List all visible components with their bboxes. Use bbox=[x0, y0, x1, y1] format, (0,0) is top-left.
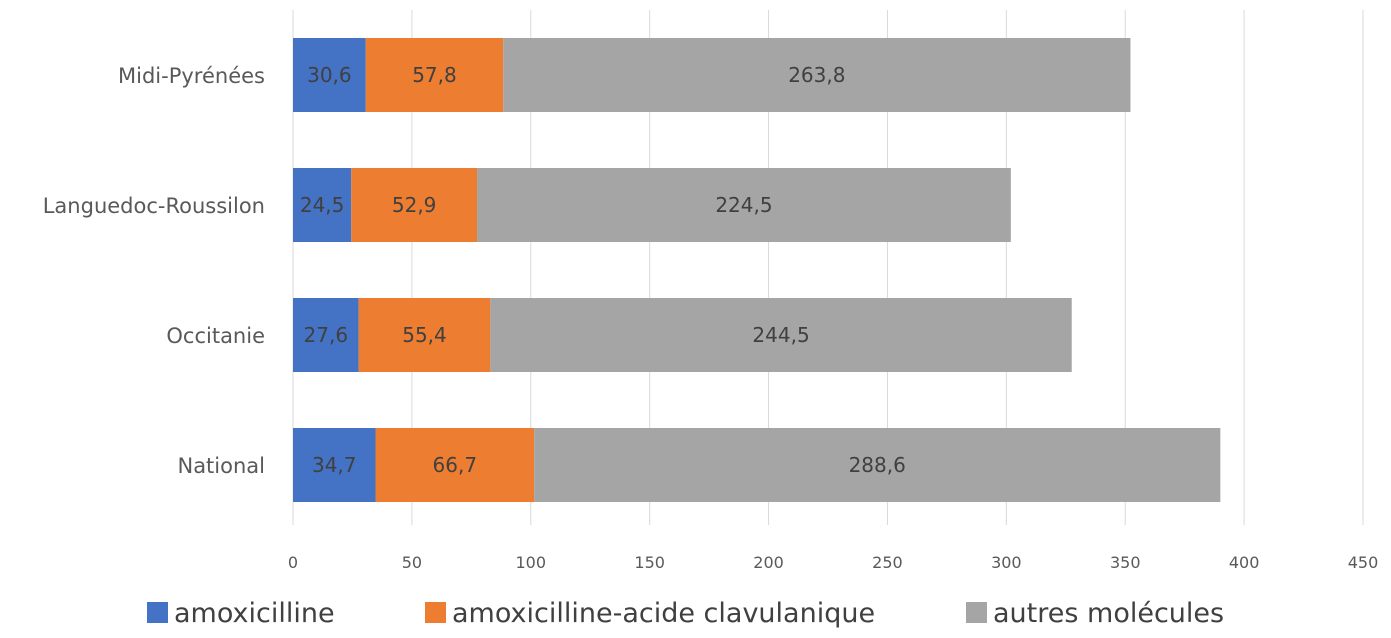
data-label: 30,6 bbox=[307, 63, 352, 87]
bars bbox=[293, 38, 1221, 502]
category-label: National bbox=[177, 454, 265, 478]
data-label: 27,6 bbox=[304, 323, 349, 347]
data-label: 244,5 bbox=[752, 323, 809, 347]
data-label: 66,7 bbox=[433, 453, 478, 477]
category-label: Occitanie bbox=[166, 324, 265, 348]
x-tick-label: 150 bbox=[634, 553, 665, 572]
data-label: 288,6 bbox=[849, 453, 906, 477]
x-tick-label: 250 bbox=[872, 553, 903, 572]
x-tick-label: 300 bbox=[991, 553, 1022, 572]
x-tick-label: 450 bbox=[1348, 553, 1379, 572]
bar-segment bbox=[358, 298, 491, 372]
category-labels: Midi-Pyrénées Languedoc-Roussilon Occitani… bbox=[43, 64, 265, 478]
bar-segment bbox=[503, 38, 1131, 112]
x-tick-label: 0 bbox=[288, 553, 298, 572]
data-label: 55,4 bbox=[402, 323, 447, 347]
data-label: 24,5 bbox=[300, 193, 345, 217]
bar-segment bbox=[293, 38, 366, 112]
x-tick-label: 100 bbox=[516, 553, 547, 572]
bar-segment bbox=[293, 298, 359, 372]
x-tick-label: 50 bbox=[402, 553, 422, 572]
bar-segment bbox=[293, 168, 352, 242]
legend-swatch bbox=[966, 602, 987, 623]
legend-swatch bbox=[425, 602, 446, 623]
x-tick-label: 400 bbox=[1229, 553, 1260, 572]
bar-segment bbox=[534, 428, 1221, 502]
data-label: 224,5 bbox=[715, 193, 772, 217]
data-labels: 30,6 57,8 263,8 24,5 52,9 224,5 27,6 55,4 244,5 3… bbox=[300, 63, 906, 477]
bar-segment bbox=[351, 168, 478, 242]
legend-label: amoxicilline bbox=[174, 598, 335, 629]
data-label: 34,7 bbox=[312, 453, 357, 477]
category-label: Midi-Pyrénées bbox=[118, 64, 265, 88]
bar-segment bbox=[365, 38, 504, 112]
legend: amoxicilline amoxicilline-acide clavulani… bbox=[147, 598, 1224, 629]
x-tick-label: 200 bbox=[753, 553, 784, 572]
bar-segment bbox=[293, 428, 376, 502]
x-tick-label: 350 bbox=[1110, 553, 1141, 572]
x-axis-tick-labels: 0 50 100 150 200 250 300 350 400 450 bbox=[288, 553, 1378, 572]
bar-segment bbox=[490, 298, 1072, 372]
category-label: Languedoc-Roussilon bbox=[43, 194, 265, 218]
bar-segment bbox=[477, 168, 1011, 242]
data-label: 52,9 bbox=[392, 193, 437, 217]
legend-label: autres molécules bbox=[993, 598, 1224, 629]
data-label: 263,8 bbox=[788, 63, 845, 87]
legend-label: amoxicilline-acide clavulanique bbox=[452, 598, 875, 629]
bar-segment bbox=[375, 428, 535, 502]
legend-swatch bbox=[147, 602, 168, 623]
data-label: 57,8 bbox=[412, 63, 457, 87]
